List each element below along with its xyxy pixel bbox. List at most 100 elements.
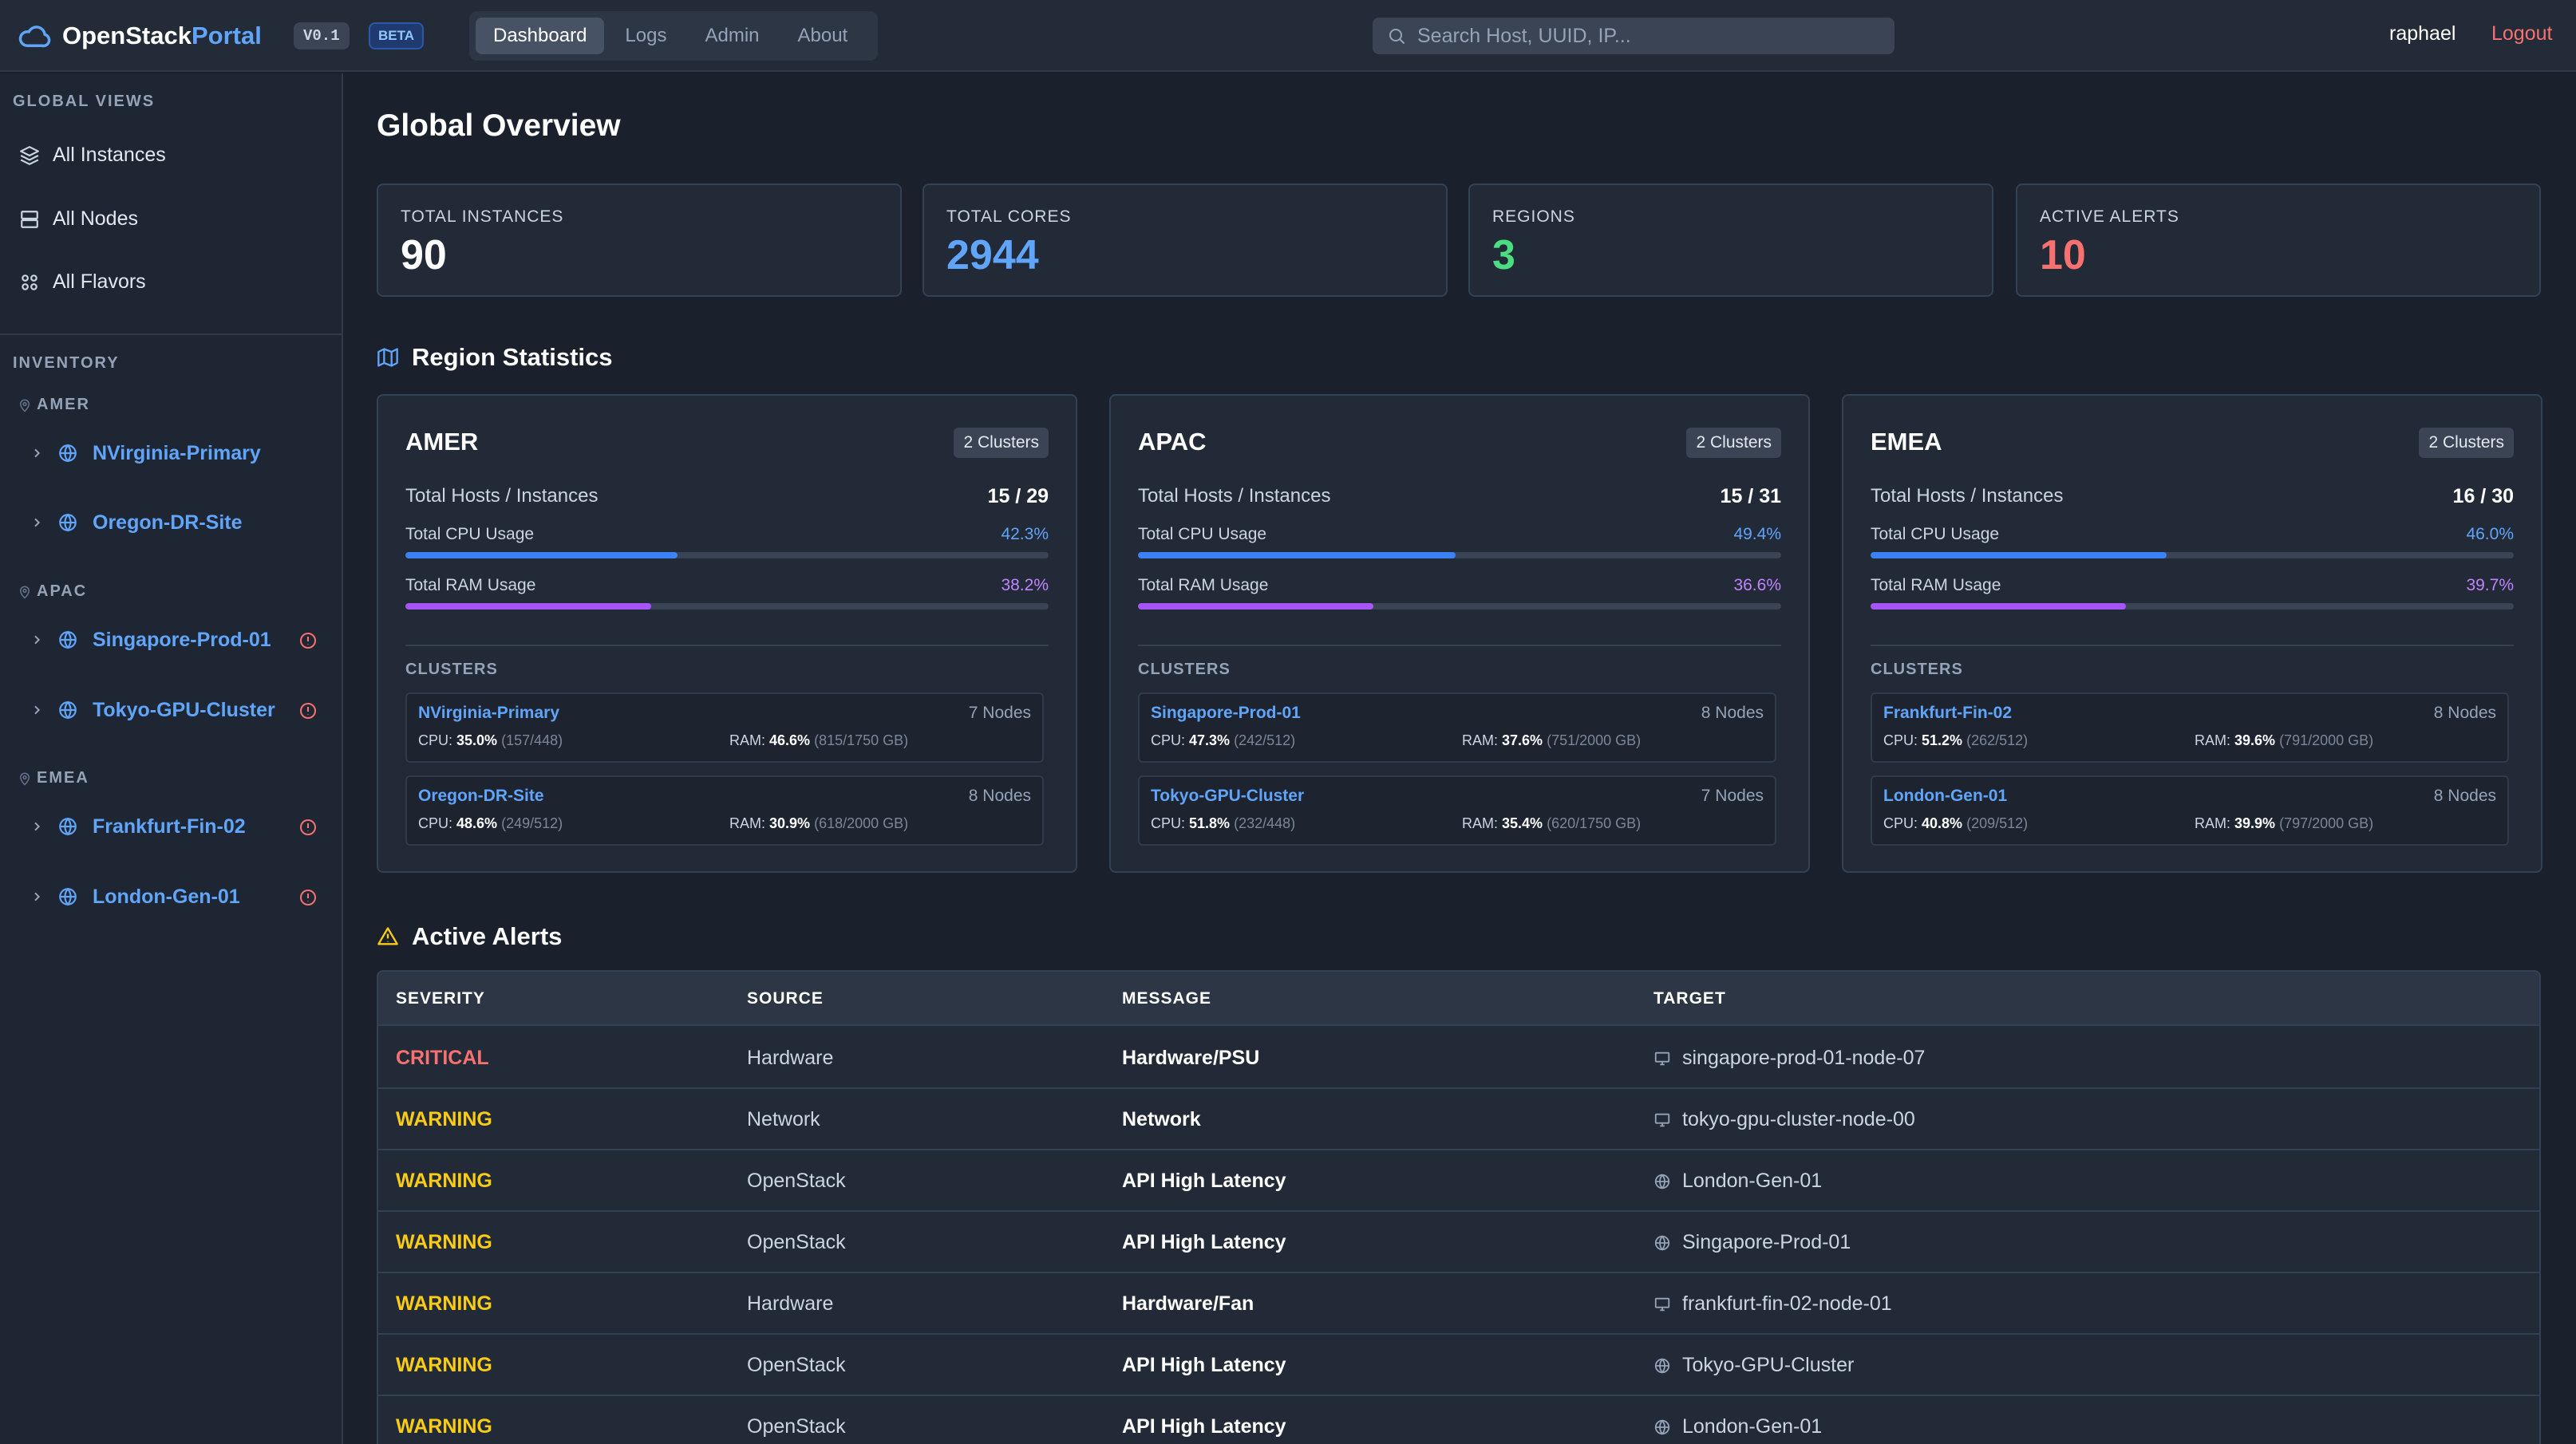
sidebar: GLOBAL VIEWS All Instances All Nodes All… [0, 73, 343, 1444]
chevron-right-icon[interactable] [30, 820, 43, 833]
sidebar-item-london-gen-01[interactable]: London-Gen-01 [30, 881, 318, 913]
cluster-ram-detail: (791/2000 GB) [2279, 732, 2374, 748]
sidebar-item-all-flavors[interactable]: All Flavors [19, 270, 146, 294]
cluster-cpu-value: 35.0% [456, 732, 498, 748]
cluster-card-tokyo-gpu-cluster[interactable]: Tokyo-GPU-Cluster 7 Nodes CPU: 51.8% (23… [1138, 775, 1776, 846]
source-cell: OpenStack [747, 1415, 846, 1438]
chevron-right-icon[interactable] [30, 516, 43, 529]
cluster-count-badge: 2 Clusters [954, 428, 1049, 458]
target-cell[interactable]: singapore-prod-01-node-07 [1653, 1047, 1925, 1070]
cluster-card-nvirginia-primary[interactable]: NVirginia-Primary 7 Nodes CPU: 35.0% (15… [405, 692, 1044, 763]
cluster-name-link[interactable]: Tokyo-GPU-Cluster [1151, 787, 1305, 805]
cluster-name-link[interactable]: Singapore-Prod-01 [1151, 704, 1301, 722]
table-row[interactable]: WARNING Hardware Hardware/Fan frankfurt-… [378, 1273, 2539, 1335]
sidebar-item-oregon-dr-site[interactable]: Oregon-DR-Site [30, 507, 318, 539]
cluster-ram: RAM: 39.9% (797/2000 GB) [2195, 815, 2374, 831]
table-row[interactable]: WARNING Network Network tokyo-gpu-cluste… [378, 1089, 2539, 1150]
chevron-right-icon[interactable] [30, 447, 43, 460]
globe-icon [59, 700, 77, 720]
cluster-name: London-Gen-01 [93, 885, 240, 908]
map-icon [377, 348, 398, 367]
table-row[interactable]: WARNING OpenStack API High Latency Londo… [378, 1150, 2539, 1212]
target-cell[interactable]: London-Gen-01 [1653, 1415, 1822, 1438]
cluster-name-link[interactable]: Frankfurt-Fin-02 [1883, 704, 2013, 722]
sidebar-item-nvirginia-primary[interactable]: NVirginia-Primary [30, 437, 318, 469]
cluster-name-link[interactable]: Oregon-DR-Site [418, 787, 544, 805]
cluster-ram-detail: (797/2000 GB) [2279, 815, 2374, 831]
target-cell[interactable]: Singapore-Prod-01 [1653, 1231, 1851, 1254]
globe-icon [1654, 1234, 1670, 1251]
cpu-usage-bar-fill [1871, 552, 2167, 558]
alert-circle-icon [300, 819, 316, 835]
ram-usage-bar [1871, 603, 2514, 610]
target-label: London-Gen-01 [1682, 1170, 1823, 1192]
cluster-card-london-gen-01[interactable]: London-Gen-01 8 Nodes CPU: 40.8% (209/51… [1871, 775, 2509, 846]
sidebar-item-tokyo-gpu-cluster[interactable]: Tokyo-GPU-Cluster [30, 694, 318, 726]
cluster-name-link[interactable]: NVirginia-Primary [418, 704, 560, 722]
map-pin-icon [19, 586, 30, 599]
severity-cell: WARNING [396, 1292, 492, 1315]
target-cell[interactable]: frankfurt-fin-02-node-01 [1653, 1292, 1892, 1316]
app-logo[interactable]: OpenStackPortal [18, 19, 262, 53]
column-header-message[interactable]: MESSAGE [1122, 989, 1212, 1008]
cluster-cpu-value: 47.3% [1189, 732, 1231, 748]
search-input[interactable] [1417, 24, 1864, 48]
hosts-instances-value: 15 / 31 [1720, 485, 1781, 507]
monitor-icon [1654, 1297, 1670, 1311]
column-header-target[interactable]: TARGET [1653, 989, 1726, 1008]
sidebar-item-frankfurt-fin-02[interactable]: Frankfurt-Fin-02 [30, 811, 318, 842]
card-divider [1138, 645, 1781, 646]
table-row[interactable]: WARNING OpenStack API High Latency Tokyo… [378, 1335, 2539, 1396]
section-title: Region Statistics [412, 343, 613, 371]
chevron-right-icon[interactable] [30, 890, 43, 903]
cpu-usage-bar-fill [1138, 552, 1456, 558]
chevron-right-icon[interactable] [30, 633, 43, 646]
cluster-name: NVirginia-Primary [93, 441, 261, 464]
cpu-usage-bar [1138, 552, 1781, 558]
alert-circle-icon [300, 633, 316, 649]
stat-value: 3 [1492, 232, 1515, 278]
sidebar-item-all-instances[interactable]: All Instances [19, 144, 166, 167]
nav-logs[interactable]: Logs [625, 25, 667, 46]
cluster-ram-value: 39.9% [2234, 815, 2276, 831]
region-card-apac: APAC 2 Clusters Total Hosts / Instances … [1109, 394, 1810, 873]
search-box[interactable] [1373, 18, 1894, 54]
active-alerts-heading: Active Alerts [377, 922, 562, 951]
cpu-usage-bar [405, 552, 1049, 558]
search-icon [1389, 29, 1405, 44]
table-row[interactable]: WARNING OpenStack API High Latency Singa… [378, 1212, 2539, 1273]
cpu-usage-bar-fill [405, 552, 678, 558]
target-cell[interactable]: Tokyo-GPU-Cluster [1653, 1354, 1854, 1377]
cpu-usage-label: Total CPU Usage [1138, 525, 1267, 543]
nav-admin[interactable]: Admin [705, 25, 760, 46]
hosts-instances-label: Total Hosts / Instances [1871, 485, 2064, 507]
sidebar-item-label: All Flavors [53, 270, 146, 293]
cluster-card-singapore-prod-01[interactable]: Singapore-Prod-01 8 Nodes CPU: 47.3% (24… [1138, 692, 1776, 763]
layers-icon [20, 145, 39, 165]
sidebar-item-singapore-prod-01[interactable]: Singapore-Prod-01 [30, 624, 318, 656]
cluster-card-frankfurt-fin-02[interactable]: Frankfurt-Fin-02 8 Nodes CPU: 51.2% (262… [1871, 692, 2509, 763]
top-bar: OpenStackPortal V0.1 BETA Dashboard Logs… [0, 0, 2576, 72]
target-cell[interactable]: tokyo-gpu-cluster-node-00 [1653, 1108, 1915, 1131]
cluster-cpu-value: 40.8% [1922, 815, 1963, 831]
table-row[interactable]: WARNING OpenStack API High Latency Londo… [378, 1396, 2539, 1444]
stat-label: ACTIVE ALERTS [2040, 207, 2179, 226]
cluster-name-link[interactable]: London-Gen-01 [1883, 787, 2008, 805]
chevron-right-icon[interactable] [30, 704, 43, 716]
node-count: 7 Nodes [968, 704, 1031, 722]
map-pin-icon [19, 772, 30, 786]
nav-dashboard[interactable]: Dashboard [476, 18, 605, 54]
region-name: APAC [1138, 428, 1207, 456]
table-row[interactable]: CRITICAL Hardware Hardware/PSU singapore… [378, 1028, 2539, 1089]
sidebar-item-all-nodes[interactable]: All Nodes [19, 207, 138, 231]
cluster-card-oregon-dr-site[interactable]: Oregon-DR-Site 8 Nodes CPU: 48.6% (249/5… [405, 775, 1044, 846]
region-card-amer: AMER 2 Clusters Total Hosts / Instances … [377, 394, 1077, 873]
column-header-severity[interactable]: SEVERITY [396, 989, 485, 1008]
warning-triangle-icon [377, 927, 398, 945]
column-header-source[interactable]: SOURCE [747, 989, 824, 1008]
app-title-main: OpenStack [62, 22, 192, 49]
logout-link[interactable]: Logout [2491, 22, 2553, 45]
cluster-ram-value: 30.9% [769, 815, 811, 831]
nav-about[interactable]: About [797, 25, 848, 46]
target-cell[interactable]: London-Gen-01 [1653, 1170, 1822, 1193]
